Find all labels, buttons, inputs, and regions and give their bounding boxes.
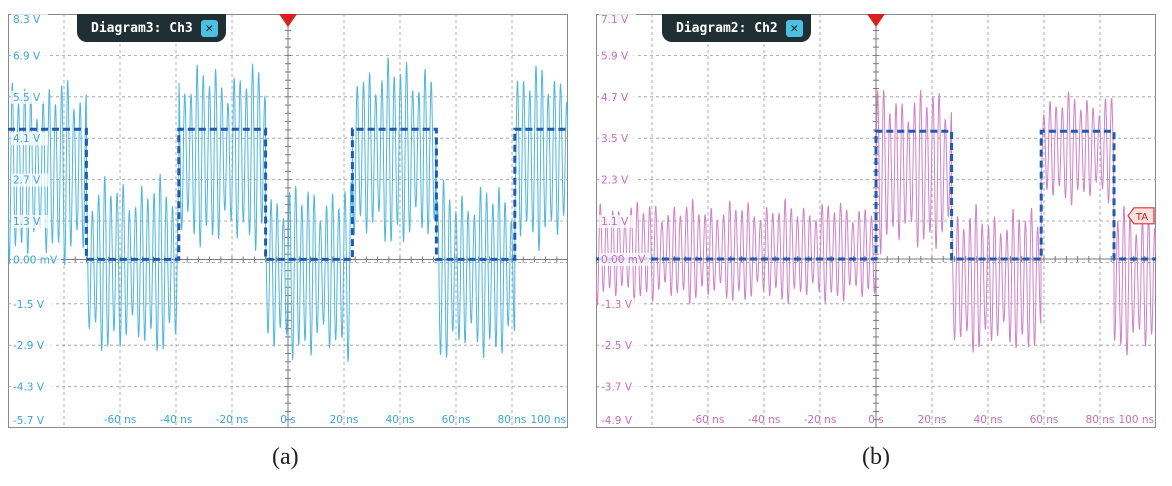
y-tick-label: 3.5 V xyxy=(601,133,629,145)
y-tick-label: 4.7 V xyxy=(601,92,629,104)
x-tick-label: -60 ns xyxy=(692,414,725,426)
x-tick-label: -40 ns xyxy=(160,414,193,426)
y-tick-label: -4.3 V xyxy=(13,382,45,394)
y-tick-label: -4.9 V xyxy=(601,415,633,427)
panel-caption-b: (b) xyxy=(862,444,890,470)
y-tick-label: -1.5 V xyxy=(13,299,45,311)
trigger-marker-icon xyxy=(867,14,885,27)
y-tick-label: 0.00 mV xyxy=(601,254,646,266)
y-tick-label-bg xyxy=(11,90,48,104)
x-tick-label: 60 ns xyxy=(442,414,471,426)
x-tick-label: 20 ns xyxy=(330,414,359,426)
x-tick-label: 40 ns xyxy=(974,414,1003,426)
scope-plot-a: 8.3 V 6.9 V 5.5 V 4.1 V 2.7 V 1.3 V 0.00 mV -1.… xyxy=(8,14,568,428)
x-tick-label: 80 ns xyxy=(1086,414,1115,426)
y-tick-label-bg xyxy=(599,132,636,146)
y-tick-label-bg xyxy=(599,252,650,266)
grid xyxy=(8,14,568,428)
panel-caption-a: (a) xyxy=(272,444,299,470)
y-tick-label-bg xyxy=(599,173,636,187)
x-tick-label: 80 ns xyxy=(498,414,527,426)
y-tick-label: 2.7 V xyxy=(13,175,41,187)
y-tick-label: 4.1 V xyxy=(13,133,41,145)
y-tick-label: 2.3 V xyxy=(601,175,629,187)
y-tick-label: 0.00 mV xyxy=(13,254,58,266)
y-tick-label: 1.1 V xyxy=(601,216,629,228)
diagram-tab-a[interactable]: Diagram3: Ch3 ✕ xyxy=(77,14,226,42)
y-tick-label: -5.7 V xyxy=(13,415,45,427)
y-tick-label: 8.3 V xyxy=(13,14,41,26)
diagram-title-a: Diagram3: Ch3 xyxy=(91,20,193,36)
close-icon[interactable]: ✕ xyxy=(200,19,218,37)
x-tick-label: 0 s xyxy=(868,414,884,426)
scope-panel-b: TA 7.1 V 5.9 V 4.7 V 3.5 V 2.3 V 1.1 V 0.00 mV -… xyxy=(596,14,1156,428)
diagram-tab-b[interactable]: Diagram2: Ch2 ✕ xyxy=(662,14,811,42)
x-tick-label: -60 ns xyxy=(104,414,137,426)
y-tick-label: 5.9 V xyxy=(601,50,629,62)
y-tick-label: 7.1 V xyxy=(601,14,629,26)
x-tick-label: 0 s xyxy=(280,414,296,426)
scope-panel-a: 8.3 V 6.9 V 5.5 V 4.1 V 2.7 V 1.3 V 0.00 mV -1.… xyxy=(8,14,568,428)
trigger-level-label: TA xyxy=(1135,212,1148,223)
y-tick-label-bg xyxy=(599,49,636,63)
x-tick-label: -40 ns xyxy=(748,414,781,426)
y-tick-label-bg xyxy=(599,414,643,427)
x-tick-label: 20 ns xyxy=(918,414,947,426)
trigger-marker-icon xyxy=(279,14,297,27)
signal-trace xyxy=(8,57,568,363)
scope-plot-b: TA 7.1 V 5.9 V 4.7 V 3.5 V 2.3 V 1.1 V 0.00 mV -… xyxy=(596,14,1156,428)
x-tick-label: 100 ns xyxy=(1118,414,1154,426)
y-tick-label: -2.5 V xyxy=(601,340,633,352)
grid xyxy=(596,14,1156,428)
y-tick-label: -2.9 V xyxy=(13,340,45,352)
y-tick-label: 5.5 V xyxy=(13,92,41,104)
y-tick-label-bg xyxy=(11,215,48,228)
y-tick-label-bg xyxy=(11,414,55,427)
y-tick-label: -3.7 V xyxy=(601,382,633,394)
y-tick-label-bg xyxy=(599,380,643,394)
reference-square-wave xyxy=(596,129,1156,261)
y-tick-label-bg xyxy=(599,90,636,104)
diagram-title-b: Diagram2: Ch2 xyxy=(676,20,778,36)
reference-square-wave xyxy=(8,127,568,261)
y-tick-label-bg xyxy=(11,253,62,267)
x-tick-label: 60 ns xyxy=(1030,414,1059,426)
y-tick-label-bg xyxy=(599,339,643,353)
y-tick-label-bg xyxy=(599,297,643,311)
y-tick-label-bg xyxy=(11,380,55,394)
y-tick-label-bg xyxy=(11,297,55,311)
y-tick-label-bg xyxy=(11,132,48,146)
x-tick-label: -20 ns xyxy=(216,414,249,426)
y-tick-label-bg xyxy=(11,49,48,63)
y-tick-label-bg xyxy=(599,215,636,228)
y-tick-label: -1.3 V xyxy=(601,299,633,311)
y-tick-label-bg xyxy=(11,14,48,26)
y-tick-label: 6.9 V xyxy=(13,50,41,62)
y-tick-label: 1.3 V xyxy=(13,216,41,228)
y-tick-label-bg xyxy=(599,14,636,26)
x-tick-label: 40 ns xyxy=(386,414,415,426)
y-tick-label-bg xyxy=(11,339,55,353)
close-icon[interactable]: ✕ xyxy=(785,19,803,37)
y-tick-label-bg xyxy=(11,173,48,187)
x-tick-label: 100 ns xyxy=(530,414,566,426)
trigger-level-icon[interactable] xyxy=(1127,207,1155,225)
x-tick-label: -20 ns xyxy=(804,414,837,426)
